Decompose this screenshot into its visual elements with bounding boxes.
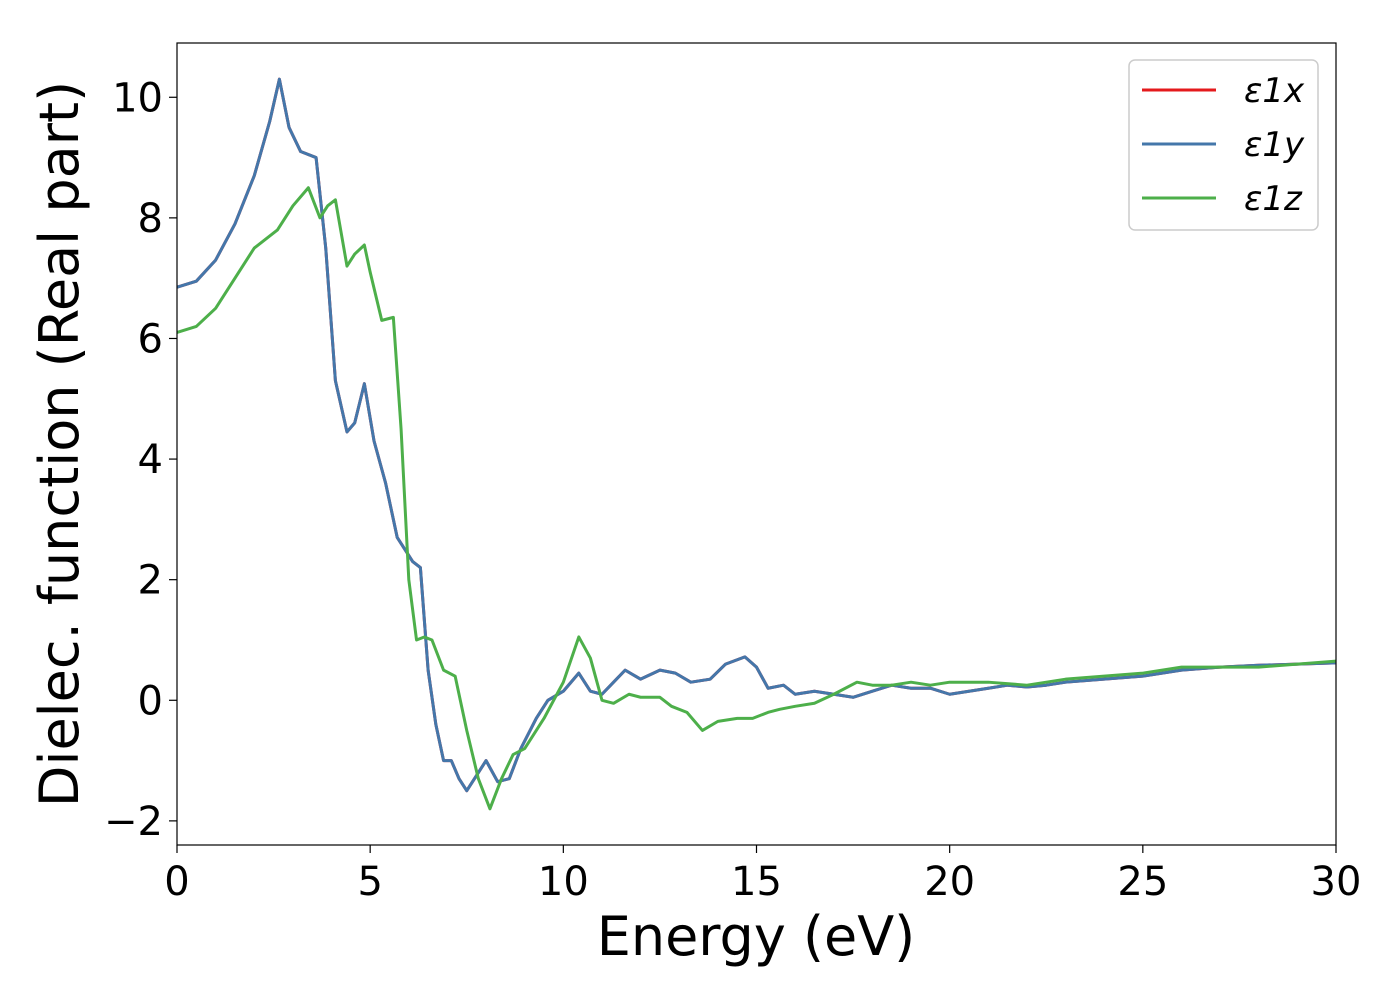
legend-label-2: ε1y: [1244, 125, 1305, 165]
y-tick-label: 10: [112, 75, 163, 121]
y-axis-title: Dielec. function (Real part): [28, 81, 91, 807]
y-tick-label: 8: [138, 196, 163, 242]
legend-label-3: ε1z: [1244, 179, 1303, 219]
series-line-3: [177, 186, 1336, 811]
y-tick-label: 4: [138, 437, 163, 483]
y-tick-label: −2: [104, 799, 163, 845]
y-tick-label: 6: [138, 316, 163, 362]
y-tick-label: 2: [138, 558, 163, 604]
series-line-2: [177, 77, 1336, 793]
x-tick-label: 5: [357, 859, 382, 905]
x-axis-ticks: 0 5 10 15 20 25 30: [164, 845, 1361, 905]
series-layer: [177, 77, 1336, 811]
y-axis-ticks: −2 0 2 4 6 8 10: [104, 75, 177, 845]
x-tick-label: 10: [538, 859, 589, 905]
x-tick-label: 0: [164, 859, 189, 905]
legend-entries: ε1x ε1y ε1z: [1142, 71, 1305, 219]
x-tick-label: 30: [1311, 859, 1362, 905]
legend: ε1x ε1y ε1z: [1128, 59, 1319, 231]
y-tick-label: 0: [138, 678, 163, 724]
x-axis-title: Energy (eV): [597, 905, 916, 968]
x-tick-label: 20: [924, 859, 975, 905]
legend-box: [1128, 59, 1319, 231]
x-tick-label: 15: [731, 859, 782, 905]
x-tick-label: 25: [1117, 859, 1168, 905]
legend-label-1: ε1x: [1244, 71, 1305, 111]
